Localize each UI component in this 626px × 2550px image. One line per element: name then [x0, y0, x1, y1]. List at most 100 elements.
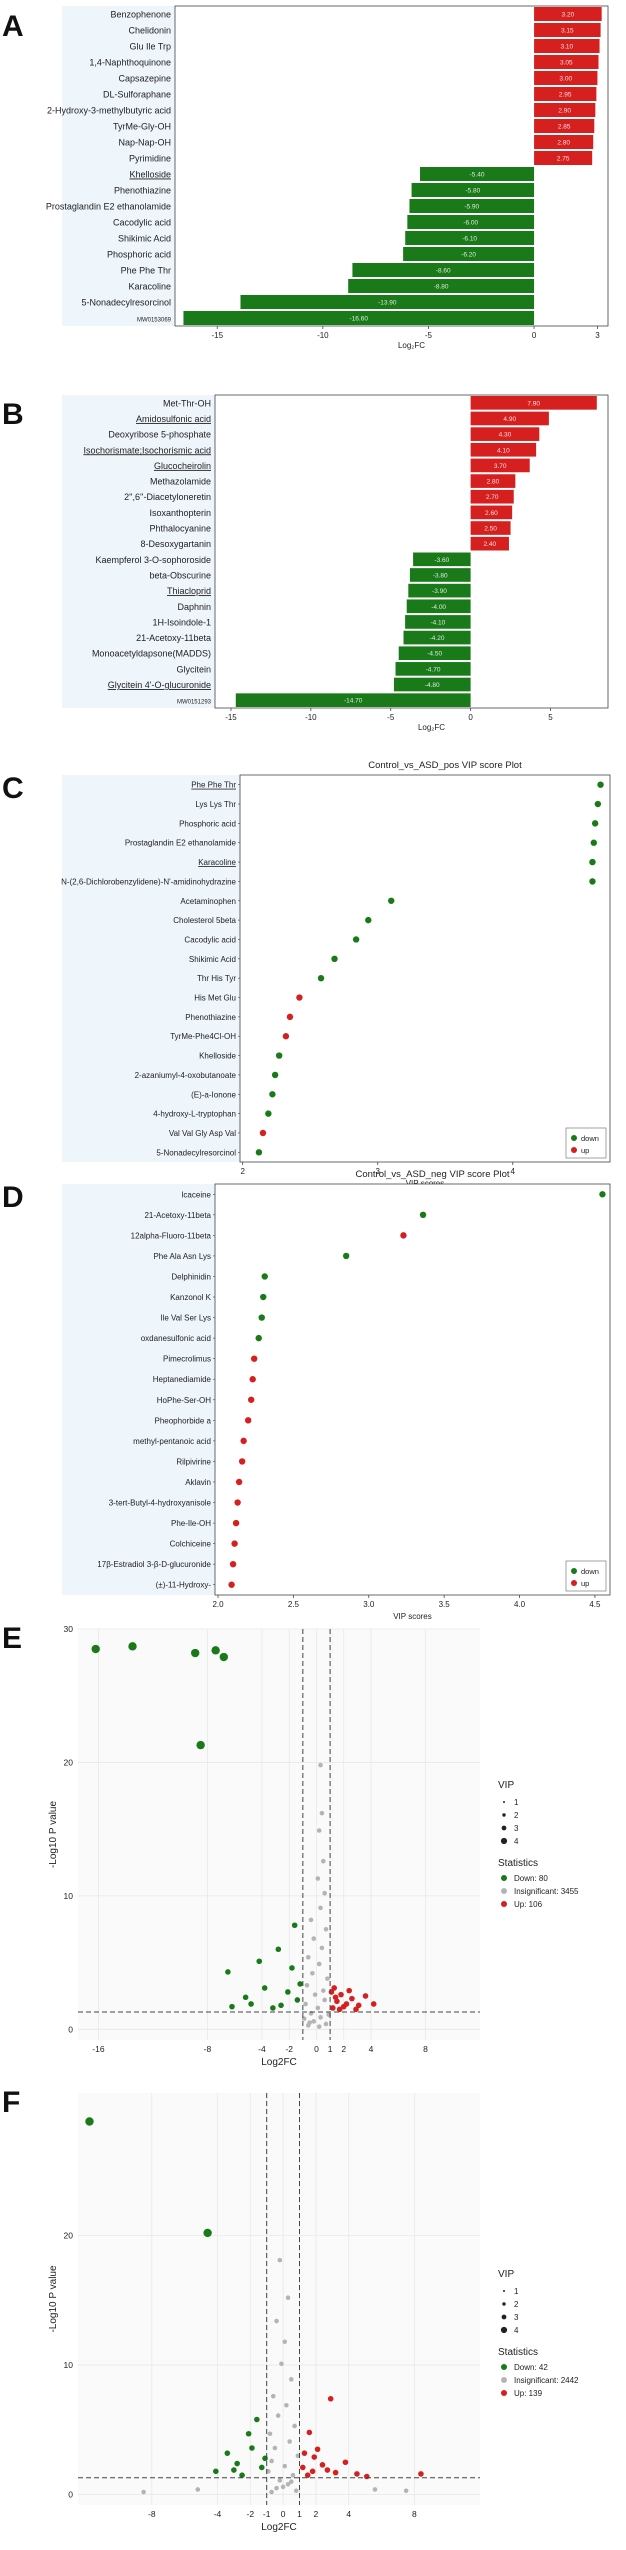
chart-title: Control_vs_ASD_pos VIP score Plot [368, 760, 522, 771]
vip-point [255, 1149, 263, 1156]
bar [470, 489, 514, 504]
insignificant-point [287, 2439, 292, 2444]
vip-point [232, 1519, 240, 1527]
vip-point [599, 1191, 606, 1198]
category-label: MW0151293 [177, 700, 212, 706]
bar-value-label: -5.90 [464, 204, 479, 211]
category-label: Cholesterol 5beta [173, 916, 236, 925]
down-point [211, 1646, 220, 1655]
up-point [353, 2006, 359, 2013]
category-label: (E)-a-Ionone [191, 1090, 236, 1099]
bar [405, 615, 471, 629]
bar [348, 279, 535, 293]
insignificant-point [270, 2393, 276, 2399]
category-label: Isoxanthopterin [149, 508, 211, 518]
category-label: Khelloside [199, 1052, 236, 1061]
legend-size-marker [503, 2290, 505, 2292]
vip-point [591, 820, 599, 827]
category-label: MW0153069 [137, 318, 172, 324]
category-label: Phe Phe Thr [191, 781, 236, 790]
bar-value-label: -8.60 [436, 268, 451, 275]
vip-point [228, 1581, 235, 1588]
legend-label: up [581, 1146, 589, 1155]
insignificant-point [316, 2024, 322, 2029]
category-label: Shikimic Acid [118, 234, 171, 244]
bar-value-label: 2.80 [487, 479, 500, 486]
legend-box [565, 1560, 607, 1592]
x-tick-label: 3.0 [363, 1600, 375, 1609]
category-label: Pheophorbide a [155, 1416, 212, 1425]
category-label: Aklavin [185, 1478, 211, 1487]
bar [409, 199, 535, 213]
up-point [342, 2459, 349, 2466]
insignificant-point [285, 2295, 291, 2301]
up-point [304, 2472, 311, 2479]
down-point [248, 2001, 254, 2007]
category-label: Pimecrolimus [163, 1355, 211, 1364]
x-axis-label: VIP scores [393, 1612, 432, 1621]
legend-title-vip: VIP [498, 1780, 514, 1791]
legend-size-label: 1 [514, 2287, 519, 2296]
x-tick-label: 5 [548, 713, 553, 722]
category-label: methyl-pentanoic acid [133, 1437, 211, 1446]
category-label: 3-tert-Butyl-4-hydroxyanisole [109, 1499, 212, 1508]
category-label: Kaempferol 3-O-sophoroside [95, 555, 211, 565]
category-label: Heptanediamide [153, 1375, 212, 1384]
category-label: 8-Desoxygartanin [140, 539, 211, 549]
vip-point [419, 1211, 427, 1219]
category-label: Prostaglandin E2 ethanolamide [46, 202, 171, 212]
down-point [261, 1985, 268, 1991]
chart-title: Control_vs_ASD_neg VIP score Plot [355, 1169, 509, 1180]
x-tick-label: 2 [314, 2509, 319, 2519]
bar [534, 39, 600, 53]
legend-status-label: Insignificant: 2442 [514, 2376, 579, 2385]
down-point [190, 1648, 200, 1658]
category-label: Methazolamide [150, 477, 211, 487]
bar [183, 311, 535, 325]
bar [409, 568, 471, 582]
y-tick-label: 20 [64, 1757, 74, 1767]
bar [408, 583, 471, 598]
vip-point [590, 839, 597, 846]
legend-title-statistics: Statistics [498, 2347, 538, 2358]
category-label: Isochorismate;Isochorismic acid [83, 445, 211, 455]
vip-point [365, 916, 372, 924]
legend-size-marker [503, 1801, 505, 1803]
bar-value-label: -14.70 [344, 698, 363, 705]
insignificant-point [267, 2431, 273, 2437]
legend-marker [571, 1147, 577, 1153]
bar-value-label: -8.80 [434, 284, 449, 291]
legend-title-statistics: Statistics [498, 1858, 538, 1869]
vip-point [282, 1033, 290, 1040]
category-label: 21-Acetoxy-11beta [144, 1211, 211, 1220]
category-label: TyrMe-Gly-OH [113, 122, 171, 132]
bar-value-label: 2.60 [485, 510, 498, 517]
up-point [327, 2395, 334, 2402]
bar [534, 135, 594, 149]
category-label: Shikimic Acid [189, 955, 236, 964]
insignificant-point [311, 1936, 317, 1941]
label-column [62, 775, 240, 1162]
y-tick-label: 10 [64, 2360, 74, 2370]
x-tick-label: 3.5 [439, 1600, 451, 1609]
category-label: Glu Ile Trp [129, 42, 171, 52]
category-label: 2-Hydroxy-3-methylbutyric acid [47, 106, 171, 116]
category-label: 17β-Estradiol 3-β-D-glucuronide [97, 1560, 211, 1569]
x-tick-label: 1 [297, 2509, 302, 2519]
vip-point [597, 781, 604, 788]
category-label: 1,4-Naphthoquinone [89, 58, 171, 68]
bar [411, 183, 535, 197]
insignificant-point [269, 2489, 274, 2495]
legend-status-label: Up: 106 [514, 1900, 543, 1909]
x-tick-label: 2 [341, 2044, 346, 2054]
x-axis-label: Log₂FC [398, 341, 425, 350]
insignificant-point [316, 1828, 322, 1833]
category-label: 1H-Isoindole-1 [152, 617, 211, 627]
down-point [196, 1740, 205, 1750]
vip-point [261, 1273, 268, 1280]
insignificant-point [311, 2019, 317, 2024]
insignificant-point [319, 1810, 325, 1816]
up-point [355, 2002, 362, 2009]
down-point [242, 1994, 249, 2001]
